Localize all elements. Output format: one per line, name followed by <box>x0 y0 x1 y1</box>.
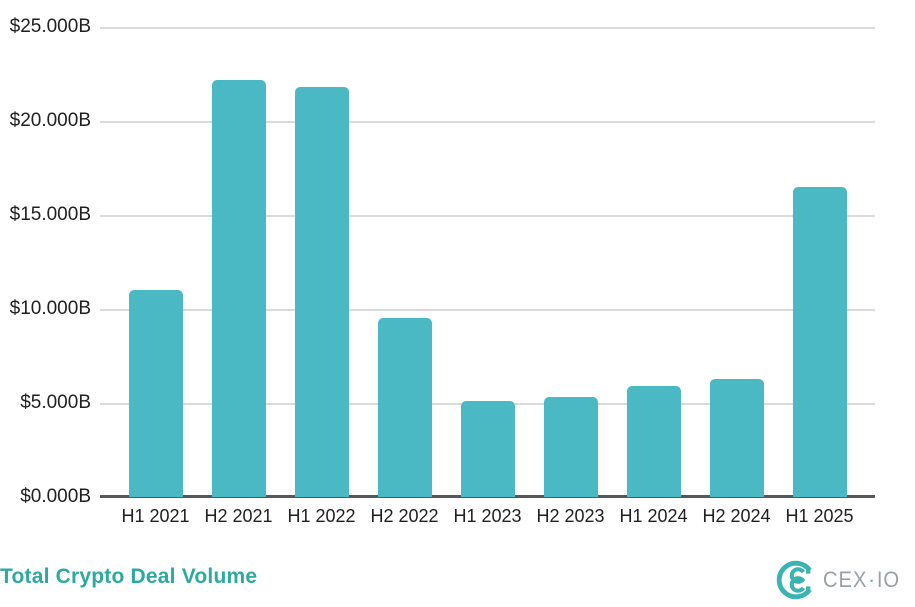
bar-h1-2022 <box>294 87 349 497</box>
y-axis-labels: $25.000B $20.000B $15.000B $10.000B $5.000B $… <box>0 16 91 507</box>
bar-slot <box>778 27 861 497</box>
x-tick-label: H1 2023 <box>453 506 522 526</box>
y-tick-label: $5.000B <box>20 392 91 413</box>
x-tick-label: H1 2025 <box>785 506 854 526</box>
y-tick-label: $20.000B <box>9 110 91 131</box>
bar-h2-2021 <box>211 79 266 497</box>
x-tick-label: H1 2024 <box>619 506 688 526</box>
gridline <box>100 27 875 29</box>
bar-slot <box>529 27 612 497</box>
plot-area <box>100 27 875 498</box>
bar-slot <box>114 27 197 497</box>
x-tick-label: H1 2021 <box>121 506 190 526</box>
bar-h2-2024 <box>709 378 764 497</box>
wordmark-dot: · <box>868 567 877 592</box>
y-tick-label: $15.000B <box>9 204 91 225</box>
wordmark-main: CEX <box>823 567 868 592</box>
bar-h2-2022 <box>377 318 432 497</box>
y-tick-label: $10.000B <box>9 298 91 319</box>
x-axis-labels: H1 2021 H2 2021 H1 2022 H2 2022 H1 2023 H2 20… <box>100 506 875 527</box>
x-tick-label: H2 2024 <box>702 506 771 526</box>
bar-slot <box>612 27 695 497</box>
bar-slot <box>280 27 363 497</box>
chart-title: Total Crypto Deal Volume <box>0 565 258 588</box>
wordmark-suffix: IO <box>877 567 901 592</box>
gridline <box>100 215 875 217</box>
bar-slot <box>197 27 280 497</box>
bar-h1-2021 <box>128 290 183 497</box>
y-tick-label: $25.000B <box>9 16 91 37</box>
bar-h1-2023 <box>460 401 515 497</box>
y-tick-label: $0.000B <box>20 486 91 507</box>
bar-slot <box>363 27 446 497</box>
cexio-wordmark: CEX·IO <box>823 567 900 593</box>
bar-h1-2024 <box>626 386 681 497</box>
gridline <box>100 121 875 123</box>
cexio-logo: CEX·IO <box>775 559 907 601</box>
bar-h2-2023 <box>543 397 598 497</box>
x-tick-label: H2 2021 <box>204 506 273 526</box>
x-tick-label: H2 2022 <box>370 506 439 526</box>
bar-slot <box>695 27 778 497</box>
bar-slot <box>446 27 529 497</box>
x-tick-label: H1 2022 <box>287 506 356 526</box>
bar-h1-2025 <box>792 186 847 497</box>
cexio-logomark-icon <box>777 560 812 600</box>
bar-series <box>100 27 875 497</box>
x-tick-label: H2 2023 <box>536 506 605 526</box>
gridline <box>100 309 875 311</box>
